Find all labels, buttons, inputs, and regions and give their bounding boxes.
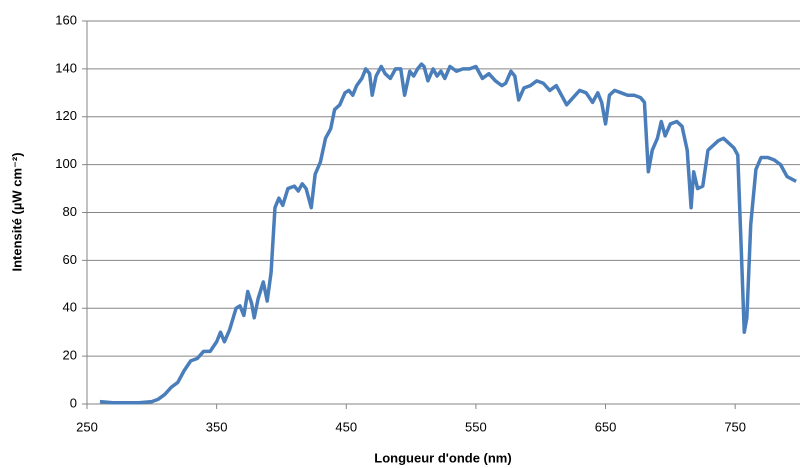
y-axis-title: Intensité (µW cm⁻²) — [9, 152, 24, 271]
x-tick-label: 350 — [206, 419, 228, 434]
x-tick-label: 250 — [76, 419, 98, 434]
y-tick-label: 20 — [63, 348, 77, 363]
y-tick-label: 120 — [55, 108, 77, 123]
x-tick-label: 650 — [595, 419, 617, 434]
y-tick-label: 80 — [63, 204, 77, 219]
y-tick-label: 140 — [55, 60, 77, 75]
y-tick-label: 160 — [55, 12, 77, 27]
y-tick-label: 100 — [55, 156, 77, 171]
x-tick-label: 750 — [724, 419, 746, 434]
x-tick-label: 450 — [335, 419, 357, 434]
y-tick-label: 0 — [70, 395, 77, 410]
y-tick-label: 40 — [63, 300, 77, 315]
series-line — [99, 62, 797, 405]
y-tick-label: 60 — [63, 252, 77, 267]
x-tick-label: 550 — [465, 419, 487, 434]
x-axis-title: Longueur d'onde (nm) — [374, 450, 511, 465]
